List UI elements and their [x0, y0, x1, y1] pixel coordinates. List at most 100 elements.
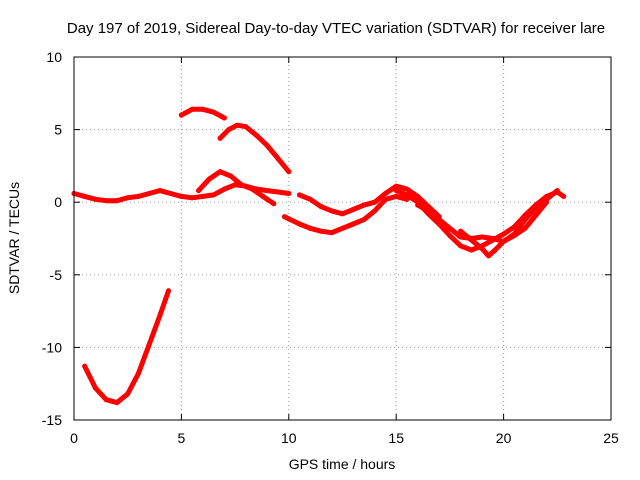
series-mid-day-1 [282, 193, 410, 236]
data-point [447, 225, 453, 231]
data-point [425, 208, 431, 214]
data-point [221, 115, 227, 121]
series-line [82, 288, 171, 406]
x-tick-label: 25 [603, 430, 619, 446]
data-point [297, 192, 302, 198]
x-tick-label: 15 [388, 430, 404, 446]
x-tick-label: 10 [281, 430, 297, 446]
data-point [479, 246, 485, 252]
data-point [447, 233, 453, 239]
series-arc-high [178, 106, 227, 121]
data-point [393, 183, 399, 189]
data-point [544, 199, 550, 205]
x-tick-label: 5 [178, 430, 186, 446]
data-point [361, 202, 367, 208]
data-point [533, 212, 539, 218]
data-point [533, 205, 539, 211]
data-point [157, 313, 163, 318]
data-point [93, 385, 98, 391]
y-tick-label: 10 [46, 49, 62, 65]
data-point [297, 221, 302, 227]
data-point [200, 193, 206, 199]
data-point [114, 400, 120, 406]
series-arc-low [82, 288, 171, 406]
data-point [217, 169, 223, 175]
data-point [329, 230, 335, 236]
data-point [125, 195, 131, 201]
data-point [166, 288, 171, 294]
series-line [458, 199, 550, 259]
y-tick-label: -15 [42, 412, 62, 428]
data-point [468, 247, 474, 253]
data-point [200, 106, 206, 112]
data-point [372, 199, 378, 205]
data-point [260, 193, 266, 199]
y-tick-label: 5 [54, 122, 62, 138]
y-tick-label: 0 [54, 194, 62, 210]
data-point [372, 208, 378, 214]
series-bump [196, 169, 277, 207]
data-point [522, 217, 528, 223]
data-point [286, 191, 292, 196]
data-point [415, 202, 421, 208]
data-point [239, 182, 244, 188]
data-point [361, 217, 367, 223]
data-point [383, 196, 388, 202]
data-point [135, 193, 141, 199]
y-axis-ticks: 10 5 0 -5 -10 -15 [42, 49, 611, 428]
series-afternoon-3 [458, 199, 550, 259]
data-point [340, 211, 345, 217]
data-point [264, 143, 270, 149]
data-point [196, 188, 202, 194]
data-point [178, 112, 184, 118]
x-tick-label: 0 [70, 430, 78, 446]
series-mid-day-2 [297, 183, 442, 220]
data-point [221, 186, 227, 192]
data-point [157, 188, 163, 194]
data-point [486, 253, 492, 259]
data-point [275, 189, 281, 195]
data-point [82, 363, 88, 369]
chart-title: Day 197 of 2019, Sidereal Day-to-day VTE… [67, 20, 605, 37]
data-point [114, 198, 120, 204]
data-point [511, 224, 517, 230]
y-tick-label: -5 [50, 267, 63, 283]
data-point [275, 156, 281, 162]
data-point [228, 173, 234, 179]
data-point [135, 371, 141, 376]
data-point [458, 243, 464, 249]
data-point [318, 228, 324, 234]
series-arc-mid [217, 122, 292, 175]
data-point [318, 204, 324, 210]
data-point [522, 225, 528, 231]
data-point [243, 124, 249, 130]
data-point [458, 228, 464, 234]
data-point [329, 208, 335, 214]
data-point [234, 122, 240, 128]
data-point [468, 237, 474, 243]
data-point [211, 192, 217, 198]
data-point [479, 234, 485, 240]
data-point [271, 201, 277, 207]
data-point [206, 176, 212, 182]
data-point [415, 193, 421, 199]
grid-lines [74, 57, 611, 420]
data-point [492, 247, 498, 253]
data-point [436, 217, 442, 223]
data-point [217, 135, 223, 141]
data-point [286, 169, 292, 175]
data-point [307, 225, 313, 231]
data-point [125, 391, 131, 397]
data-point [350, 221, 356, 227]
data-point [146, 191, 152, 196]
data-point [178, 193, 184, 199]
data-point [307, 196, 313, 202]
y-axis-label: SDTVAR / TECUs [6, 182, 22, 294]
y-tick-label: -10 [42, 339, 62, 355]
data-point [168, 191, 174, 196]
data-point [249, 186, 255, 192]
data-point [146, 342, 152, 347]
data-point [393, 193, 399, 199]
plot-frame [73, 56, 612, 421]
data-point [189, 106, 195, 112]
